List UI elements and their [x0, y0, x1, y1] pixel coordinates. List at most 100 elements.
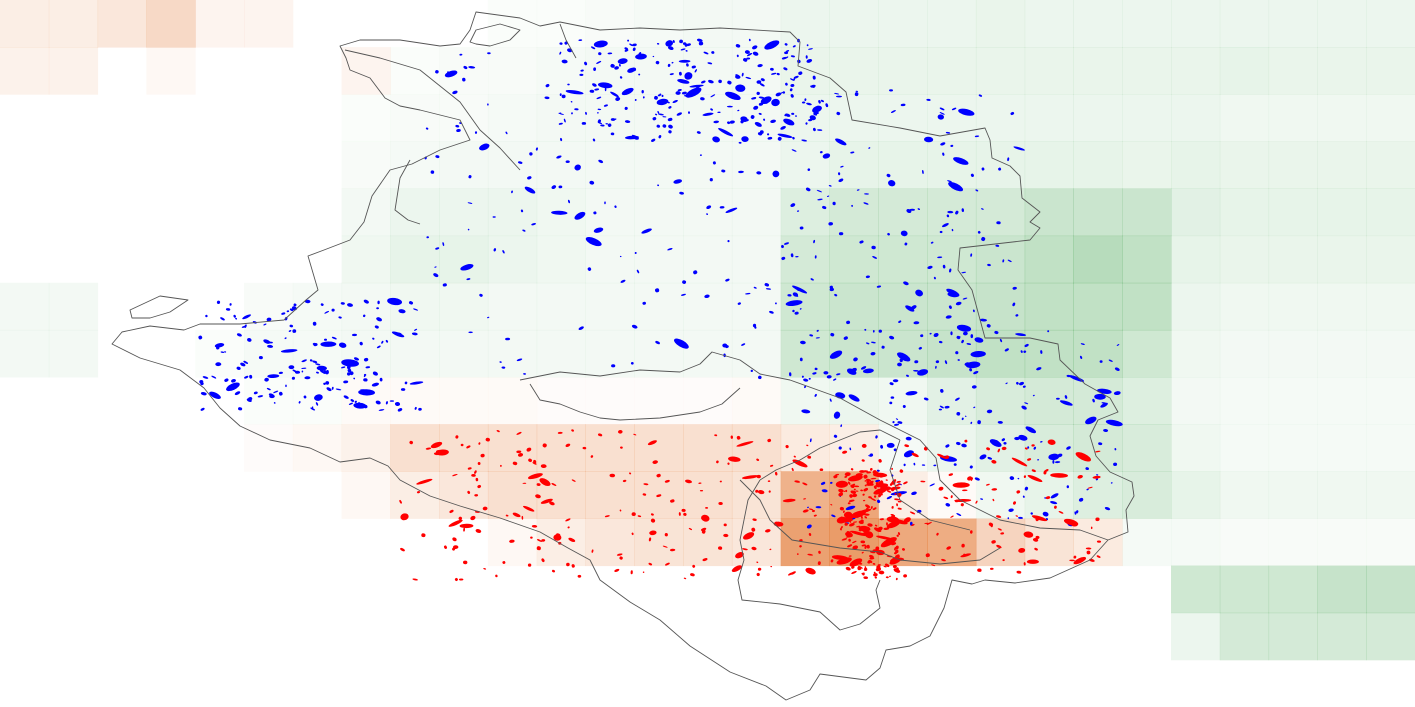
red-feature	[877, 483, 879, 485]
red-feature	[894, 493, 897, 495]
blue-feature	[1022, 495, 1025, 498]
red-feature	[904, 444, 910, 448]
blue-feature	[969, 465, 973, 469]
red-feature	[997, 528, 1002, 531]
blue-feature	[246, 398, 252, 403]
red-feature	[909, 511, 916, 515]
blue-feature	[947, 210, 954, 214]
red-feature	[975, 500, 978, 504]
blue-feature	[651, 138, 656, 142]
red-feature	[633, 433, 637, 436]
red-feature	[891, 506, 894, 509]
blue-feature	[235, 317, 238, 320]
grid-cell	[780, 329, 830, 378]
blue-feature	[979, 454, 987, 460]
blue-feature	[898, 320, 902, 323]
blue-feature	[962, 297, 968, 300]
red-feature	[1069, 559, 1075, 562]
blue-feature	[756, 80, 762, 84]
grid-cell	[1268, 329, 1318, 378]
blue-feature	[304, 376, 311, 380]
blue-feature	[851, 367, 857, 373]
blue-feature	[930, 241, 934, 244]
red-feature	[785, 444, 789, 449]
grid-cell	[878, 424, 928, 472]
blue-feature	[657, 184, 660, 187]
blue-feature	[466, 278, 471, 281]
blue-feature	[740, 120, 744, 124]
grid-cell	[683, 282, 733, 331]
blue-feature	[756, 171, 762, 175]
grid-cell	[1366, 519, 1415, 567]
blue-feature	[1047, 330, 1050, 333]
blue-feature	[758, 375, 762, 380]
blue-feature	[1022, 385, 1026, 388]
grid-cell	[1366, 94, 1415, 142]
blue-feature	[789, 88, 793, 92]
blue-feature	[798, 71, 803, 75]
blue-feature	[886, 173, 891, 178]
red-feature	[551, 569, 556, 573]
blue-feature	[674, 339, 679, 343]
red-feature	[805, 567, 816, 575]
blue-feature	[1096, 474, 1099, 476]
blue-feature	[610, 118, 616, 121]
red-feature	[477, 462, 481, 465]
blue-feature	[944, 360, 948, 365]
red-feature	[616, 553, 623, 556]
blue-feature	[804, 98, 807, 102]
red-feature	[808, 508, 814, 511]
grid-cell	[1317, 94, 1367, 142]
grid-cell	[1366, 235, 1415, 284]
blue-feature	[804, 385, 807, 389]
red-feature	[463, 527, 466, 532]
red-feature	[868, 480, 874, 485]
blue-feature	[597, 111, 599, 114]
blue-feature	[638, 73, 641, 76]
blue-feature	[751, 97, 757, 100]
blue-feature	[933, 464, 937, 467]
grid-cell	[683, 188, 733, 237]
red-feature	[782, 498, 796, 503]
blue-feature	[813, 112, 818, 116]
blue-feature	[198, 335, 203, 340]
blue-feature	[764, 283, 770, 287]
district-line	[759, 429, 901, 481]
blue-feature	[750, 369, 753, 373]
blue-feature	[889, 335, 895, 340]
blue-feature	[770, 67, 774, 71]
blue-feature	[669, 73, 674, 76]
blue-feature	[224, 351, 227, 353]
red-feature	[879, 473, 884, 478]
red-feature	[590, 455, 594, 458]
red-feature	[698, 482, 702, 484]
red-feature	[872, 562, 876, 565]
blue-feature	[592, 138, 596, 142]
red-feature	[1034, 547, 1038, 551]
blue-feature	[426, 236, 429, 239]
blue-feature	[642, 96, 645, 99]
blue-feature	[836, 373, 841, 376]
blue-feature	[630, 361, 634, 365]
blue-feature	[269, 394, 275, 399]
red-feature	[883, 527, 890, 531]
blue-feature	[806, 44, 809, 47]
blue-feature	[273, 402, 276, 404]
grid-cell	[927, 235, 977, 284]
red-feature	[571, 564, 575, 568]
red-feature	[662, 545, 668, 548]
blue-feature	[677, 79, 690, 84]
red-feature	[948, 473, 954, 476]
blue-feature	[522, 229, 526, 232]
red-feature	[865, 507, 869, 511]
blue-feature	[304, 299, 311, 304]
blue-feature	[636, 269, 640, 274]
blue-feature	[677, 89, 682, 92]
blue-feature	[378, 409, 385, 411]
red-feature	[818, 550, 821, 554]
blue-feature	[365, 366, 371, 369]
blue-feature	[1056, 397, 1060, 400]
red-feature	[842, 510, 845, 513]
district-line	[889, 439, 971, 531]
red-feature	[960, 503, 964, 507]
